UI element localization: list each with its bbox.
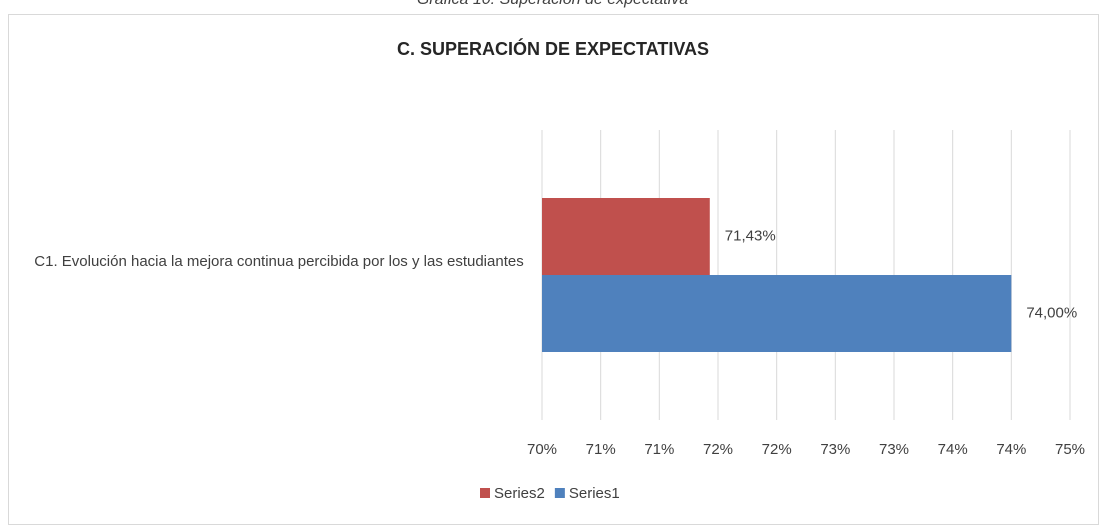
- bar: [542, 275, 1012, 352]
- legend-swatch: [480, 488, 490, 498]
- legend-label: Series1: [569, 485, 620, 502]
- x-tick-label: 75%: [1055, 441, 1085, 458]
- bar: [542, 198, 710, 275]
- x-tick-label: 70%: [527, 441, 557, 458]
- x-tick-label: 72%: [762, 441, 792, 458]
- x-tick-label: 74%: [938, 441, 968, 458]
- caption: Gráfica 10. Superación de expectativa: [0, 0, 1105, 9]
- data-label: 71,43%: [725, 227, 776, 244]
- legend-swatch: [554, 488, 565, 498]
- category-label: C1. Evolución hacia la mejora continua p…: [34, 253, 524, 270]
- x-tick-label: 71%: [586, 441, 616, 458]
- legend-label: Series2: [494, 485, 545, 502]
- x-tick-label: 73%: [820, 441, 850, 458]
- x-tick-label: 72%: [703, 441, 733, 458]
- x-tick-label: 71%: [644, 441, 674, 458]
- x-tick-label: 74%: [996, 441, 1026, 458]
- x-tick-label: 73%: [879, 441, 909, 458]
- data-label: 74,00%: [1026, 304, 1077, 321]
- chart-title: C. SUPERACIÓN DE EXPECTATIVAS: [397, 38, 709, 59]
